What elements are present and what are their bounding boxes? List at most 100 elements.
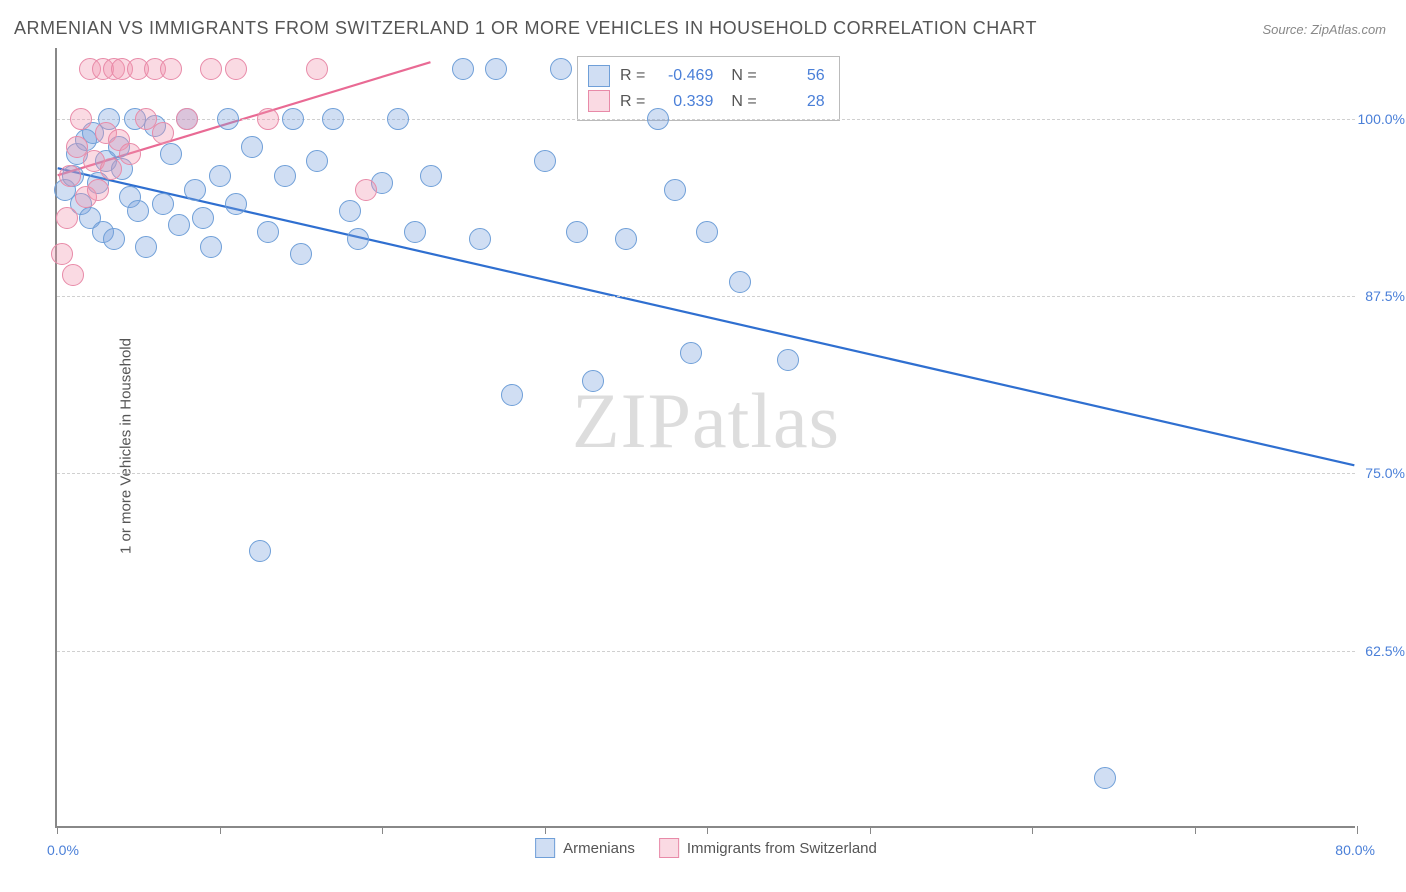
scatter-point — [777, 349, 799, 371]
scatter-point — [469, 228, 491, 250]
scatter-point — [119, 143, 141, 165]
x-tick — [545, 826, 546, 834]
legend-swatch — [659, 838, 679, 858]
x-tick — [1195, 826, 1196, 834]
scatter-point — [290, 243, 312, 265]
scatter-point — [306, 150, 328, 172]
scatter-point — [200, 58, 222, 80]
scatter-point — [249, 540, 271, 562]
stats-row: R =0.339N =28 — [588, 89, 825, 115]
x-tick — [870, 826, 871, 834]
scatter-point — [225, 193, 247, 215]
x-tick — [220, 826, 221, 834]
scatter-point — [729, 271, 751, 293]
scatter-point — [282, 108, 304, 130]
scatter-point — [387, 108, 409, 130]
scatter-point — [176, 108, 198, 130]
stat-value-r: -0.469 — [655, 63, 713, 89]
stat-value-n: 56 — [767, 63, 825, 89]
x-tick — [1032, 826, 1033, 834]
source-attribution: Source: ZipAtlas.com — [1262, 22, 1386, 37]
stat-label-n: N = — [731, 63, 756, 89]
scatter-point — [257, 221, 279, 243]
gridline-horizontal — [57, 296, 1355, 297]
y-tick-label: 87.5% — [1365, 288, 1405, 304]
scatter-point — [192, 207, 214, 229]
y-tick-label: 75.0% — [1365, 465, 1405, 481]
scatter-point — [70, 108, 92, 130]
plot-area: ZIPatlas R =-0.469N =56R =0.339N =28 Arm… — [55, 48, 1355, 828]
scatter-point — [217, 108, 239, 130]
scatter-point — [160, 143, 182, 165]
gridline-horizontal — [57, 119, 1355, 120]
trend-lines-layer — [57, 48, 1355, 826]
scatter-point — [1094, 767, 1116, 789]
legend-label: Armenians — [563, 840, 635, 857]
scatter-point — [322, 108, 344, 130]
scatter-point — [347, 228, 369, 250]
legend-swatch — [535, 838, 555, 858]
x-tick — [57, 826, 58, 834]
y-tick-label: 62.5% — [1365, 643, 1405, 659]
stat-label-r: R = — [620, 63, 645, 89]
watermark: ZIPatlas — [572, 376, 840, 466]
legend-item: Immigrants from Switzerland — [659, 838, 877, 858]
scatter-point — [168, 214, 190, 236]
gridline-horizontal — [57, 651, 1355, 652]
scatter-point — [184, 179, 206, 201]
legend-item: Armenians — [535, 838, 635, 858]
scatter-point — [647, 108, 669, 130]
scatter-point — [566, 221, 588, 243]
scatter-point — [225, 58, 247, 80]
scatter-point — [241, 136, 263, 158]
scatter-point — [355, 179, 377, 201]
legend-swatch — [588, 65, 610, 87]
legend-label: Immigrants from Switzerland — [687, 840, 877, 857]
scatter-point — [152, 122, 174, 144]
x-tick — [707, 826, 708, 834]
stat-label-r: R = — [620, 89, 645, 115]
scatter-point — [257, 108, 279, 130]
scatter-point — [404, 221, 426, 243]
scatter-point — [62, 264, 84, 286]
scatter-point — [160, 58, 182, 80]
scatter-point — [56, 207, 78, 229]
scatter-point — [51, 243, 73, 265]
scatter-point — [680, 342, 702, 364]
scatter-point — [59, 165, 81, 187]
scatter-point — [127, 200, 149, 222]
scatter-point — [100, 158, 122, 180]
scatter-point — [103, 228, 125, 250]
x-tick — [1357, 826, 1358, 834]
x-axis-max-label: 80.0% — [1335, 842, 1375, 858]
scatter-point — [274, 165, 296, 187]
scatter-point — [306, 58, 328, 80]
stat-label-n: N = — [731, 89, 756, 115]
scatter-point — [485, 58, 507, 80]
x-axis-min-label: 0.0% — [47, 842, 79, 858]
scatter-point — [420, 165, 442, 187]
scatter-point — [550, 58, 572, 80]
series-legend: Armenians Immigrants from Switzerland — [535, 838, 877, 858]
watermark-rest: atlas — [692, 377, 840, 464]
y-tick-label: 100.0% — [1358, 111, 1405, 127]
scatter-point — [200, 236, 222, 258]
scatter-point — [664, 179, 686, 201]
scatter-point — [452, 58, 474, 80]
chart-title: ARMENIAN VS IMMIGRANTS FROM SWITZERLAND … — [14, 18, 1037, 39]
scatter-point — [615, 228, 637, 250]
scatter-point — [152, 193, 174, 215]
scatter-point — [339, 200, 361, 222]
x-tick — [382, 826, 383, 834]
legend-swatch — [588, 90, 610, 112]
scatter-point — [582, 370, 604, 392]
scatter-point — [696, 221, 718, 243]
scatter-point — [501, 384, 523, 406]
scatter-point — [87, 179, 109, 201]
scatter-point — [135, 236, 157, 258]
scatter-point — [534, 150, 556, 172]
stats-row: R = -0.469 N = 56 — [588, 63, 825, 89]
correlation-stats-box: R =-0.469N =56R =0.339N =28 — [577, 56, 840, 121]
trend-line — [58, 168, 1355, 465]
stat-value-n: 28 — [767, 89, 825, 115]
